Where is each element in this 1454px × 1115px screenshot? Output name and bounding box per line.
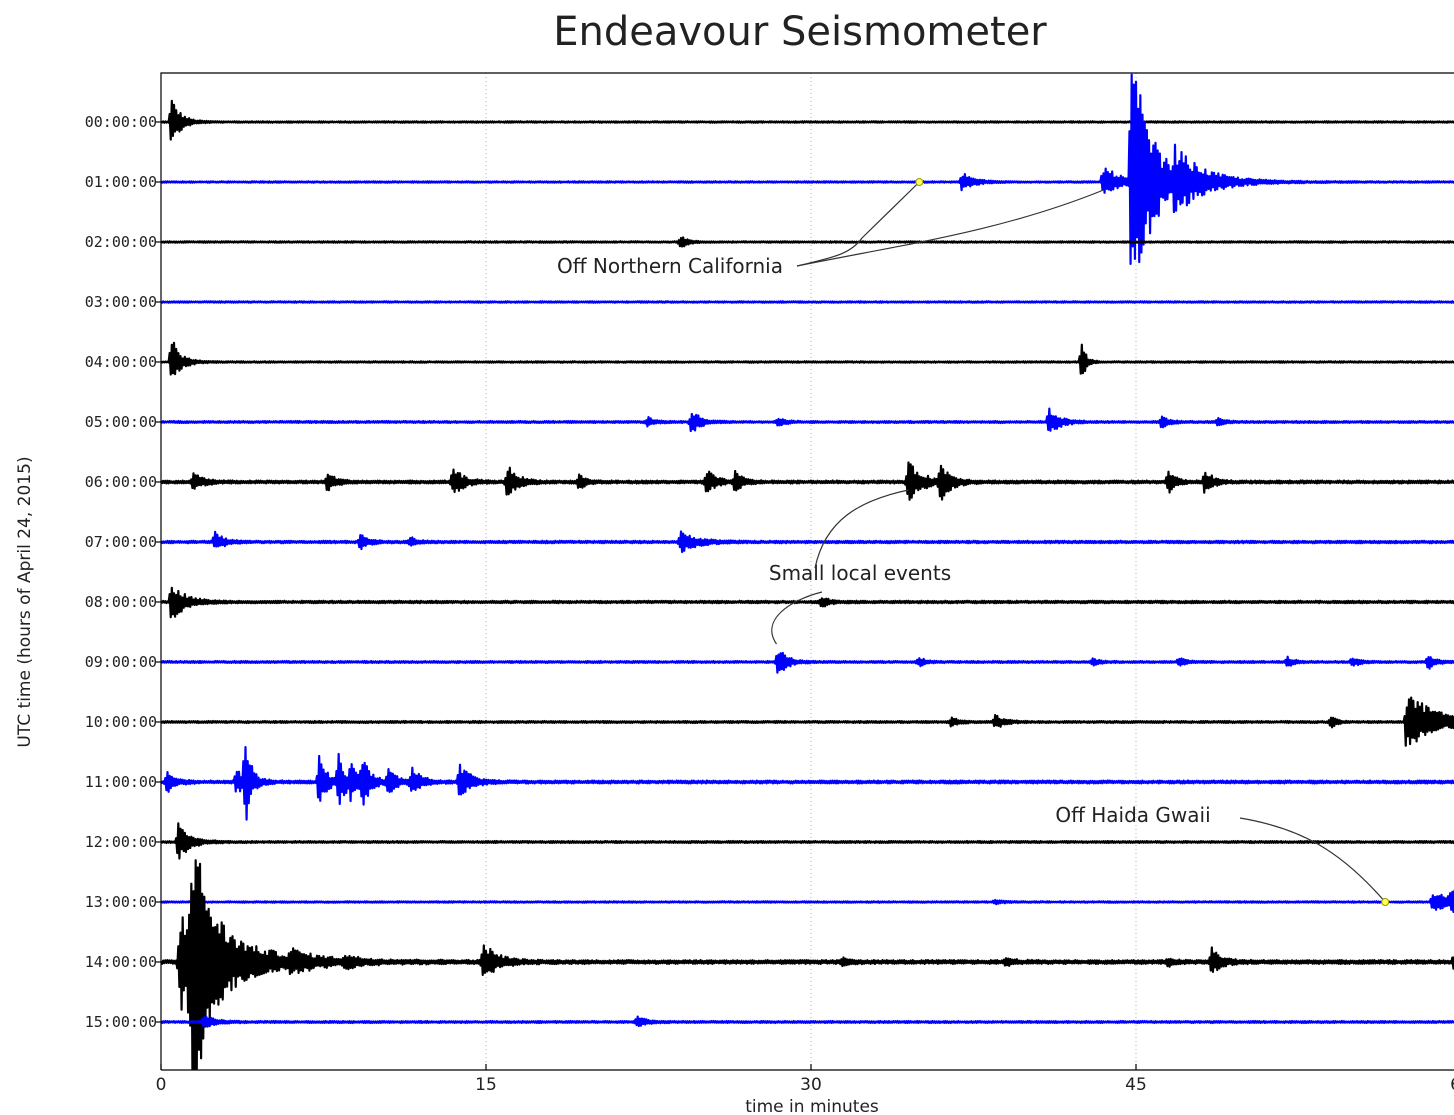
y-tick-label: 15:00:00 (85, 1013, 157, 1031)
annotation-small-local-events: Small local events (769, 561, 951, 585)
y-tick-label: 10:00:00 (85, 713, 157, 731)
trace-15-00-00 (160, 1015, 1454, 1028)
annotations: Off Northern California Small local event… (557, 178, 1390, 906)
annotation-off-haida-gwaii: Off Haida Gwaii (1055, 803, 1210, 827)
x-axis-label: time in minutes (745, 1097, 879, 1115)
trace-06-00-00 (159, 461, 1454, 501)
y-tick-label: 14:00:00 (85, 953, 157, 971)
event-star-marker (915, 178, 924, 186)
plot-frame (160, 72, 1454, 1070)
trace-08-00-00 (160, 586, 1454, 619)
y-tick-label: 02:00:00 (85, 233, 157, 251)
event-star-marker (1381, 898, 1390, 906)
y-tick-label: 06:00:00 (85, 473, 157, 491)
trace-14-00-00 (159, 859, 1454, 1071)
plot-area (161, 73, 1454, 1070)
y-tick-label: 09:00:00 (85, 653, 157, 671)
trace-12-00-00 (160, 822, 1454, 860)
y-tick-label: 11:00:00 (85, 773, 157, 791)
annotation-off-northern-california: Off Northern California (557, 254, 783, 278)
trace-07-00-00 (160, 530, 1454, 554)
trace-01-00-00 (160, 73, 1454, 265)
seismic-traces (159, 73, 1454, 1071)
y-axis-ticks: 00:00:00 01:00:00 02:00:00 03:00:00 04:00:00… (85, 113, 161, 1031)
x-axis-ticks: 0 15 30 45 60 (156, 1064, 1454, 1095)
chart-title: Endeavour Seismometer (553, 9, 1047, 55)
trace-05-00-00 (160, 407, 1454, 433)
annotation-arrow (1239, 817, 1386, 903)
trace-10-00-00 (160, 696, 1454, 747)
y-tick-label: 03:00:00 (85, 293, 157, 311)
annotation-arrow (771, 591, 823, 645)
y-tick-label: 04:00:00 (85, 353, 157, 371)
trace-04-00-00 (160, 341, 1454, 376)
y-tick-label: 07:00:00 (85, 533, 157, 551)
y-axis-label: UTC time (hours of April 24, 2015) (15, 456, 35, 747)
trace-03-00-00 (160, 300, 1454, 304)
annotation-arrow (796, 189, 1104, 267)
y-tick-label: 01:00:00 (85, 173, 157, 191)
y-tick-label: 13:00:00 (85, 893, 157, 911)
y-tick-label: 05:00:00 (85, 413, 157, 431)
y-tick-label: 08:00:00 (85, 593, 157, 611)
x-tick-label: 60 (1450, 1075, 1454, 1095)
y-tick-label: 00:00:00 (85, 113, 157, 131)
y-tick-label: 12:00:00 (85, 833, 157, 851)
x-tick-label: 0 (156, 1075, 167, 1095)
trace-13-00-00 (160, 889, 1454, 914)
annotation-arrow (814, 489, 909, 569)
x-tick-label: 45 (1125, 1075, 1147, 1095)
trace-09-00-00 (160, 651, 1454, 674)
x-tick-label: 15 (475, 1075, 497, 1095)
trace-11-00-00 (160, 745, 1454, 821)
x-tick-label: 30 (800, 1075, 822, 1095)
trace-02-00-00 (160, 236, 1454, 248)
trace-00-00-00 (160, 99, 1454, 141)
